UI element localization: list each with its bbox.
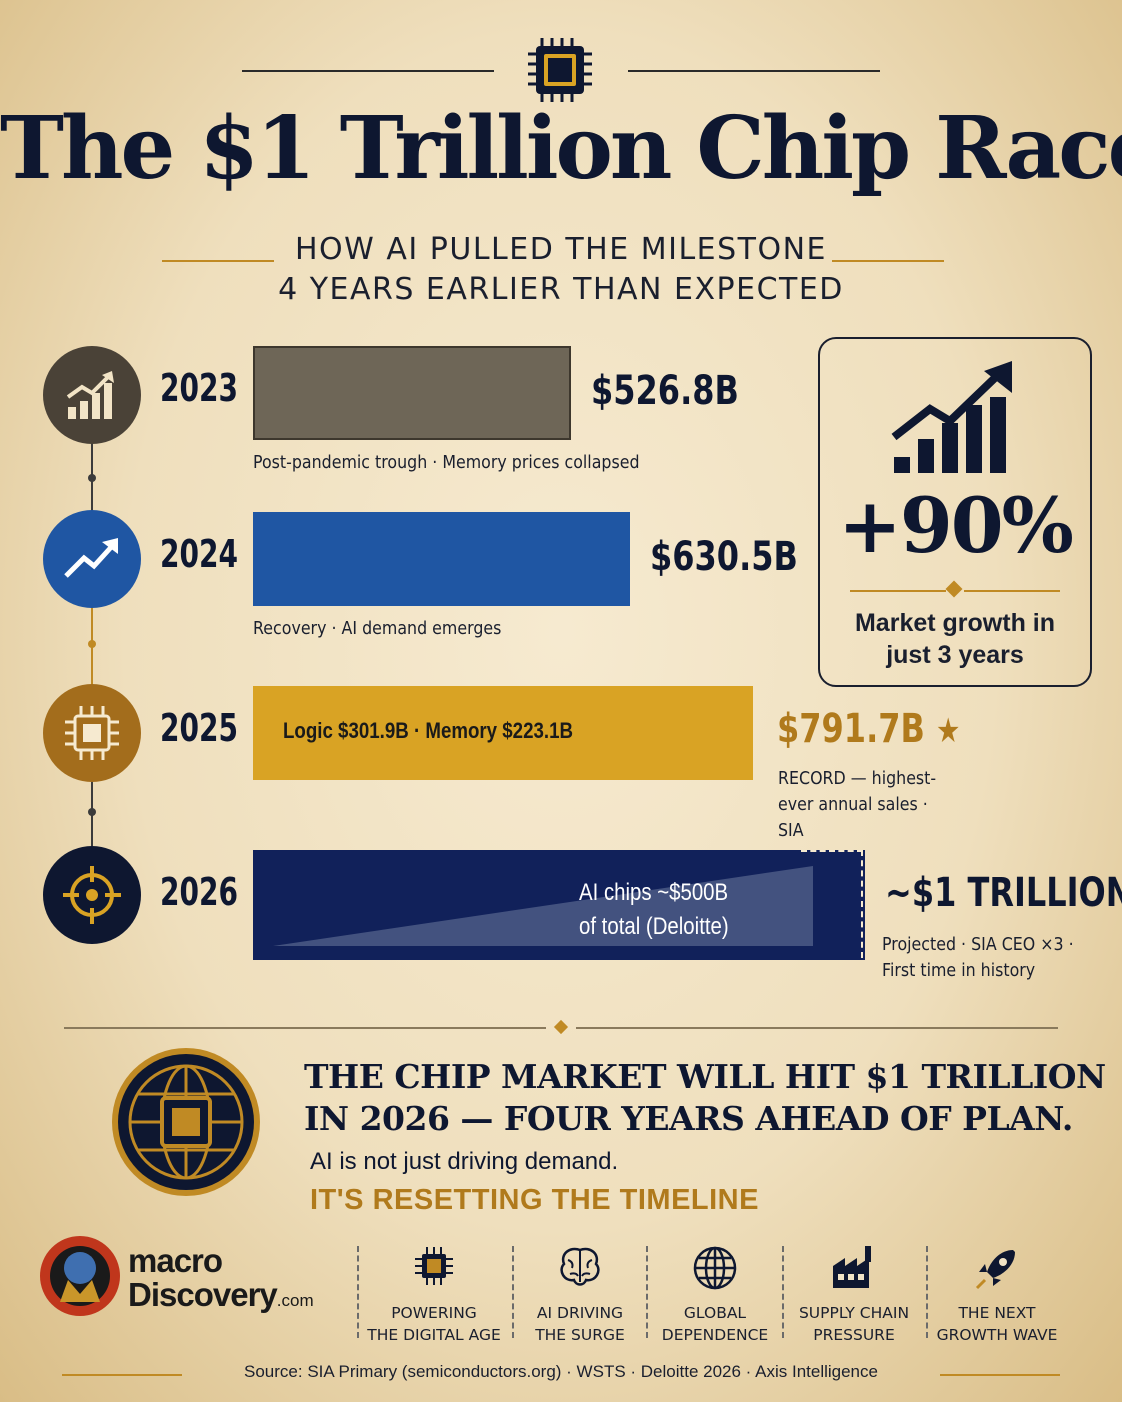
footer-item-line-2: PRESSURE [813, 1326, 895, 1344]
source-line: Source: SIA Primary (semiconductors.org)… [244, 1362, 878, 1381]
callout-headline: THE CHIP MARKET WILL HIT $1 TRILLION IN … [304, 1056, 1106, 1140]
ai-share-wedge [273, 866, 813, 946]
bar-2024 [253, 512, 630, 606]
growth-card: +90% Market growth in just 3 years [818, 337, 1092, 687]
bar-2025: Logic $301.9B · Memory $223.1B [253, 686, 753, 780]
star-icon: ★ [936, 711, 961, 751]
footer-item-powering: POWERING THE DIGITAL AGE [366, 1244, 502, 1346]
brand-name-line-2: Discovery [128, 1276, 278, 1313]
value-2025-text: $791.7B [777, 706, 925, 752]
growth-caption-line-1: Market growth in [854, 609, 1055, 637]
brand-logo-icon [40, 1236, 120, 1316]
value-label-2026: ~$1 TRILLION [885, 870, 1122, 916]
footer-separator [646, 1246, 648, 1338]
bar-2026: AI chips ~$500B of total (Deloitte) [253, 850, 865, 960]
year-label: 2023 [160, 366, 239, 410]
page-title: The $1 Trillion Chip Race [0, 98, 1122, 199]
value-label-2024: $630.5B [650, 534, 798, 580]
footer-item-ai: AI DRIVING THE SURGE [512, 1244, 648, 1346]
factory-icon [833, 1246, 871, 1288]
footer-item-line-1: SUPPLY CHAIN [798, 1304, 910, 1322]
year-label: 2026 [160, 870, 239, 914]
ai-chips-sublabel: of total (Deloitte) [579, 913, 729, 940]
source-rule-right [940, 1374, 1060, 1376]
subtitle-rule-left [162, 260, 274, 262]
divider-left [64, 1027, 546, 1029]
footer-separator [357, 1246, 359, 1338]
growth-chart-icon [43, 346, 141, 444]
timeline-dot [88, 474, 96, 482]
value-label-2023: $526.8B [591, 368, 739, 414]
note-2023: Post-pandemic trough · Memory prices col… [253, 452, 640, 473]
subtitle-line-2: 4 YEARS EARLIER THAN EXPECTED [278, 272, 844, 307]
footer-separator [782, 1246, 784, 1338]
trend-up-icon [43, 510, 141, 608]
card-rule-right [964, 590, 1060, 592]
target-icon [43, 846, 141, 944]
note-2026: Projected · SIA CEO ×3 · First time in h… [882, 934, 1074, 981]
callout-body: AI is not just driving demand. [310, 1148, 619, 1175]
footer-separator [512, 1246, 514, 1338]
timeline-dot [88, 640, 96, 648]
footer-item-line-1: GLOBAL [683, 1304, 747, 1322]
rocket-icon [975, 1250, 1015, 1290]
divider-diamond-icon [553, 1019, 569, 1035]
projection-dashed-edge [801, 850, 863, 958]
card-rule-left [850, 590, 946, 592]
callout-headline-line-1: THE CHIP MARKET WILL HIT $1 TRILLION [304, 1057, 1106, 1096]
growth-caption: Market growth in just 3 years [820, 607, 1090, 671]
note-2025: RECORD — highest-ever annual sales · SIA [778, 768, 937, 841]
brand-name-line-1: macro [128, 1242, 223, 1279]
note-2024: Recovery · AI demand emerges [253, 618, 502, 639]
growth-caption-line-2: just 3 years [886, 641, 1024, 669]
source-rule-left [62, 1374, 182, 1376]
globe-icon [693, 1246, 737, 1290]
header-rule-left [242, 70, 494, 72]
header-rule-right [628, 70, 880, 72]
callout-emphasis: IT'S RESETTING THE TIMELINE [310, 1184, 759, 1216]
footer-item-line-2: DEPENDENCE [661, 1326, 769, 1344]
footer-item-growth: THE NEXT GROWTH WAVE [929, 1244, 1065, 1346]
timeline-dot [88, 808, 96, 816]
footer-item-line-1: THE NEXT [958, 1304, 1036, 1322]
diamond-icon [945, 580, 963, 598]
chip-icon [415, 1247, 453, 1285]
divider-right [576, 1027, 1058, 1029]
bar-2025-segment-label: Logic $301.9B · Memory $223.1B [283, 718, 573, 743]
globe-chip-icon [112, 1048, 260, 1196]
growth-bars-icon [891, 361, 1012, 473]
brain-icon [560, 1247, 600, 1286]
footer-item-line-2: GROWTH WAVE [936, 1326, 1058, 1344]
footer-item-line-1: POWERING [391, 1304, 477, 1322]
brand-name: macro Discovery.com [128, 1244, 314, 1318]
footer-separator [926, 1246, 928, 1338]
chip-icon [528, 38, 592, 102]
footer-item-line-2: THE DIGITAL AGE [367, 1326, 501, 1344]
growth-value: +90% [838, 481, 1074, 570]
year-label: 2025 [160, 706, 239, 750]
value-label-2025: $791.7B ★ [777, 706, 960, 752]
subtitle-rule-right [832, 260, 944, 262]
bar-2023 [253, 346, 571, 440]
processor-icon [43, 684, 141, 782]
brand-suffix: .com [276, 1291, 314, 1310]
ai-chips-label: AI chips ~$500B [579, 879, 729, 906]
footer-item-line-2: THE SURGE [535, 1326, 625, 1344]
footer-item-line-1: AI DRIVING [536, 1304, 624, 1322]
callout-headline-line-2: IN 2026 — FOUR YEARS AHEAD OF PLAN. [304, 1099, 1073, 1138]
year-label: 2024 [160, 532, 239, 576]
bar-2026-label: AI chips ~$500B of total (Deloitte) [579, 876, 729, 944]
footer-item-supply: SUPPLY CHAIN PRESSURE [786, 1244, 922, 1346]
footer-item-global: GLOBAL DEPENDENCE [647, 1244, 783, 1346]
subtitle-line-1: HOW AI PULLED THE MILESTONE [295, 232, 827, 267]
